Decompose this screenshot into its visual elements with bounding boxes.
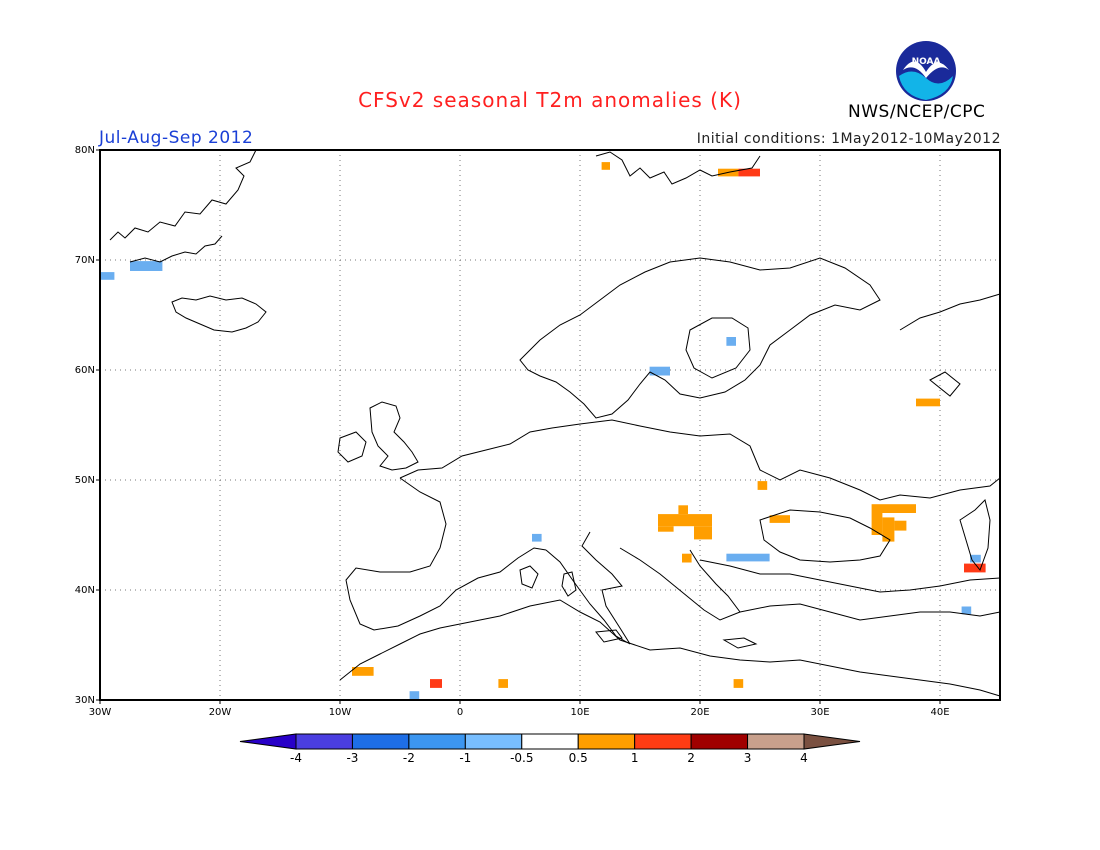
anomaly-cell bbox=[726, 553, 770, 562]
anomaly-cell bbox=[916, 398, 940, 407]
anomaly-cell bbox=[738, 168, 760, 177]
colorbar-segment bbox=[408, 733, 466, 750]
anomaly-cell bbox=[694, 526, 712, 540]
colorbar-label: 3 bbox=[744, 751, 752, 765]
anomaly-cell bbox=[733, 679, 744, 688]
anomaly-cell bbox=[430, 679, 442, 688]
colorbar-segment bbox=[351, 733, 410, 750]
x-tick-label: 20W bbox=[209, 707, 232, 718]
y-tick-label: 60N bbox=[75, 365, 95, 376]
map-frame bbox=[99, 149, 1001, 701]
coastlines bbox=[109, 149, 1001, 697]
colorbar-segment bbox=[295, 733, 353, 750]
svg-text:NOAA: NOAA bbox=[912, 57, 941, 67]
colorbar-label: -1 bbox=[459, 751, 471, 765]
initial-conditions-label: Initial conditions: 1May2012-10May2012 bbox=[696, 131, 1001, 147]
anomaly-cell bbox=[961, 606, 972, 615]
colorbar-label: 2 bbox=[687, 751, 695, 765]
x-tick-label: 10W bbox=[329, 707, 352, 718]
anomaly-cell bbox=[757, 481, 768, 490]
y-tick-label: 50N bbox=[75, 475, 95, 486]
map-title: CFSv2 seasonal T2m anomalies (K) bbox=[358, 88, 742, 112]
anomaly-cell bbox=[498, 679, 508, 688]
colorbar-label: -0.5 bbox=[510, 751, 533, 765]
colorbar-segment bbox=[521, 733, 579, 750]
colorbar-label: 1 bbox=[631, 751, 639, 765]
anomaly-cell bbox=[970, 554, 981, 563]
anomaly-cell bbox=[352, 667, 374, 676]
anomaly-cell bbox=[100, 272, 115, 280]
anomaly-cell bbox=[871, 504, 916, 513]
colorbar-label: 4 bbox=[800, 751, 808, 765]
agency-label: NWS/NCEP/CPC bbox=[848, 102, 986, 122]
anomaly-cell bbox=[894, 520, 907, 531]
colorbar-segment bbox=[690, 733, 749, 750]
anomaly-cell bbox=[658, 526, 674, 532]
colorbar-left-arrow bbox=[239, 733, 297, 750]
colorbar-label: 0.5 bbox=[569, 751, 588, 765]
x-tick-label: 0 bbox=[457, 707, 463, 718]
y-tick-label: 40N bbox=[75, 585, 95, 596]
x-tick-label: 10E bbox=[570, 707, 589, 718]
colorbar: -4 -3 -2 -1 -0.5 0.5 1 2 3 4 bbox=[239, 733, 861, 765]
x-tick-label: 40E bbox=[930, 707, 949, 718]
gridlines bbox=[100, 150, 1000, 700]
y-tick-label: 30N bbox=[75, 695, 95, 706]
anomaly-cells bbox=[100, 162, 986, 700]
colorbar-right-arrow bbox=[803, 733, 861, 750]
anomaly-cell bbox=[130, 261, 163, 271]
anomaly-cell bbox=[964, 563, 986, 573]
colorbar-segment bbox=[577, 733, 636, 750]
colorbar-label: -4 bbox=[290, 751, 302, 765]
colorbar-segment bbox=[464, 733, 523, 750]
colorbar-label: -2 bbox=[403, 751, 415, 765]
period-label: Jul-Aug-Sep 2012 bbox=[99, 128, 254, 148]
colorbar-segment bbox=[747, 733, 805, 750]
anomaly-cell bbox=[871, 513, 883, 535]
anomaly-cell bbox=[532, 533, 542, 542]
x-tick-label: 30W bbox=[89, 707, 112, 718]
x-tick-label: 30E bbox=[810, 707, 829, 718]
noaa-logo-icon: NOAA bbox=[896, 41, 956, 101]
anomaly-cell bbox=[769, 515, 790, 523]
y-tick-label: 80N bbox=[75, 145, 95, 156]
anomaly-cell bbox=[678, 505, 688, 515]
anomaly-cell bbox=[882, 517, 895, 542]
x-tick-label: 20E bbox=[690, 707, 709, 718]
anomaly-cell bbox=[658, 514, 712, 527]
y-tick-label: 70N bbox=[75, 255, 95, 266]
anomaly-cell bbox=[601, 162, 610, 170]
colorbar-label: -3 bbox=[346, 751, 358, 765]
anomaly-cell bbox=[409, 691, 420, 700]
anomaly-cell bbox=[682, 553, 692, 563]
anomaly-cell bbox=[649, 366, 670, 376]
colorbar-segment bbox=[634, 733, 692, 750]
axis-ticks: 30W 20W 10W 0 10E 20E 30E 40E 30N 40N 50N 60N 70N 80N bbox=[75, 145, 950, 718]
frame-border bbox=[99, 149, 1001, 701]
anomaly-cell bbox=[726, 337, 736, 346]
